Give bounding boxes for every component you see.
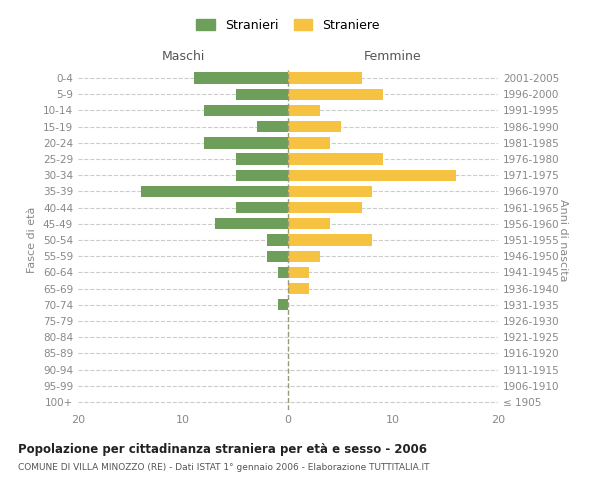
Bar (235, 170, 288, 181)
Text: Popolazione per cittadinanza straniera per età e sesso - 2006: Popolazione per cittadinanza straniera p… (18, 442, 427, 456)
Bar (288, 137, 330, 148)
Bar (288, 250, 320, 262)
Bar (288, 234, 372, 246)
Bar (235, 154, 288, 164)
Bar (215, 218, 288, 230)
Bar (288, 72, 361, 84)
Bar (288, 218, 330, 230)
Bar (288, 105, 320, 116)
Bar (267, 234, 288, 246)
Text: Maschi: Maschi (161, 50, 205, 63)
Bar (288, 121, 341, 132)
Bar (235, 202, 288, 213)
Bar (288, 170, 456, 181)
Legend: Stranieri, Straniere: Stranieri, Straniere (191, 14, 385, 37)
Bar (204, 105, 288, 116)
Text: Femmine: Femmine (364, 50, 422, 63)
Y-axis label: Anni di nascita: Anni di nascita (558, 198, 568, 281)
Bar (288, 202, 361, 213)
Bar (277, 299, 288, 310)
Text: COMUNE DI VILLA MINOZZO (RE) - Dati ISTAT 1° gennaio 2006 - Elaborazione TUTTITA: COMUNE DI VILLA MINOZZO (RE) - Dati ISTA… (18, 462, 430, 471)
Bar (288, 266, 309, 278)
Bar (288, 283, 309, 294)
Bar (204, 137, 288, 148)
Bar (235, 88, 288, 100)
Bar (288, 186, 372, 197)
Bar (141, 186, 288, 197)
Bar (288, 88, 383, 100)
Bar (288, 154, 383, 164)
Bar (193, 72, 288, 84)
Bar (257, 121, 288, 132)
Bar (267, 250, 288, 262)
Bar (277, 266, 288, 278)
Y-axis label: Fasce di età: Fasce di età (28, 207, 37, 273)
